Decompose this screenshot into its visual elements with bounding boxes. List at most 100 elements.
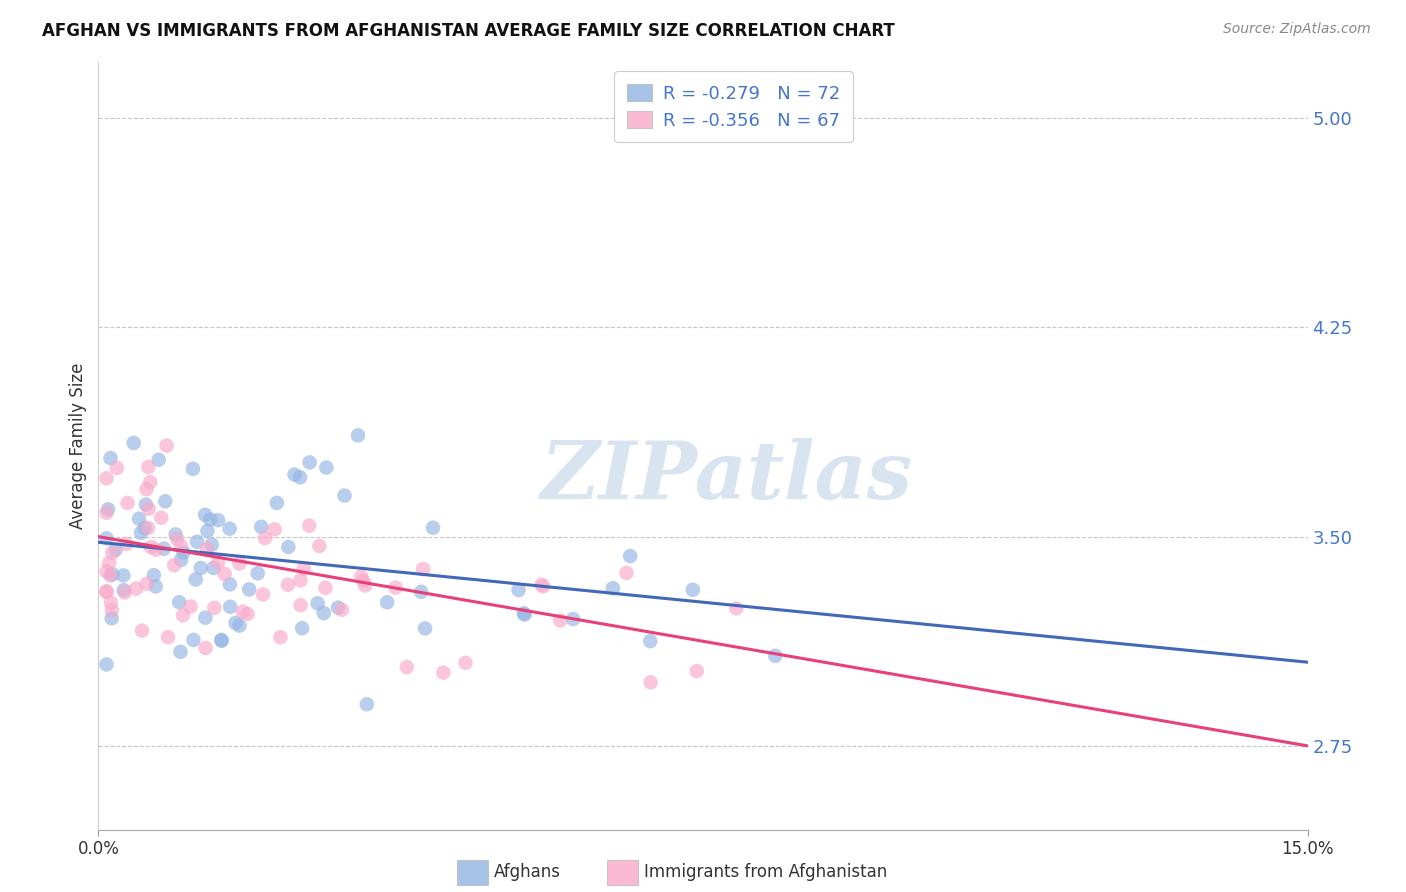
Point (508, 582, 530, 597)
Point (145, 579, 167, 593)
Point (156, 439, 179, 453)
Point (195, 541, 218, 556)
Point (236, 607, 259, 621)
Point (112, 583, 135, 598)
Point (315, 460, 337, 475)
Point (101, 546, 124, 560)
Point (153, 541, 176, 556)
Point (169, 645, 191, 659)
Point (211, 633, 233, 648)
Point (352, 574, 374, 588)
Point (250, 520, 273, 534)
Point (112, 568, 135, 582)
Point (354, 579, 377, 593)
Point (638, 634, 661, 648)
Point (100, 596, 122, 610)
Point (135, 577, 157, 591)
Point (125, 582, 148, 596)
Point (333, 489, 356, 503)
Point (422, 521, 444, 535)
Point (308, 539, 330, 553)
Point (252, 587, 274, 601)
Point (128, 512, 150, 526)
Point (218, 577, 240, 591)
Point (167, 595, 190, 609)
Point (180, 599, 202, 614)
Point (218, 522, 240, 536)
Point (165, 527, 187, 541)
Point (228, 557, 250, 571)
Point (548, 614, 571, 628)
Point (225, 615, 247, 630)
Point (202, 600, 225, 615)
Point (135, 498, 157, 512)
Point (100, 611, 122, 625)
Point (562, 612, 585, 626)
Text: Immigrants from Afghanistan: Immigrants from Afghanistan (644, 863, 887, 881)
Point (117, 496, 139, 510)
Point (190, 561, 212, 575)
Point (513, 607, 536, 622)
Point (105, 461, 128, 475)
Point (413, 621, 436, 635)
Point (263, 522, 285, 536)
Point (96, 584, 118, 599)
Text: Afghans: Afghans (494, 863, 561, 881)
Point (253, 531, 276, 545)
Point (207, 513, 229, 527)
Point (291, 621, 314, 635)
Point (101, 603, 124, 617)
Point (246, 566, 269, 581)
Point (307, 596, 329, 610)
Point (412, 562, 434, 576)
Point (100, 451, 122, 466)
Point (138, 460, 160, 475)
Point (104, 542, 127, 557)
Point (232, 605, 254, 619)
Point (194, 640, 217, 655)
Point (139, 475, 162, 490)
Point (150, 510, 173, 524)
Point (725, 601, 748, 615)
Point (238, 582, 260, 597)
Point (640, 675, 662, 690)
Point (96, 471, 118, 485)
Point (214, 566, 236, 581)
Point (454, 656, 477, 670)
Point (184, 573, 207, 587)
Point (298, 455, 321, 469)
Point (219, 599, 242, 614)
Point (686, 664, 709, 678)
Point (194, 610, 217, 624)
Point (283, 467, 305, 482)
Point (129, 525, 152, 540)
Point (288, 470, 311, 484)
Point (96, 506, 118, 520)
Point (330, 603, 353, 617)
Point (101, 567, 124, 582)
Point (298, 518, 321, 533)
Point (619, 549, 641, 563)
Point (326, 600, 349, 615)
Point (96, 657, 118, 672)
Point (209, 632, 232, 647)
Point (266, 496, 288, 510)
Point (181, 462, 204, 476)
Point (432, 665, 454, 680)
Point (98, 568, 121, 582)
Point (201, 538, 224, 552)
Point (138, 501, 160, 516)
Point (96, 565, 118, 579)
Point (139, 540, 162, 554)
Point (312, 606, 335, 620)
Point (142, 568, 165, 582)
Point (292, 562, 315, 576)
Point (172, 545, 194, 559)
Point (145, 542, 167, 557)
Y-axis label: Average Family Size: Average Family Size (69, 363, 87, 529)
Point (356, 698, 378, 712)
Point (290, 598, 312, 612)
Point (131, 624, 153, 638)
Point (148, 452, 170, 467)
Point (135, 483, 157, 497)
